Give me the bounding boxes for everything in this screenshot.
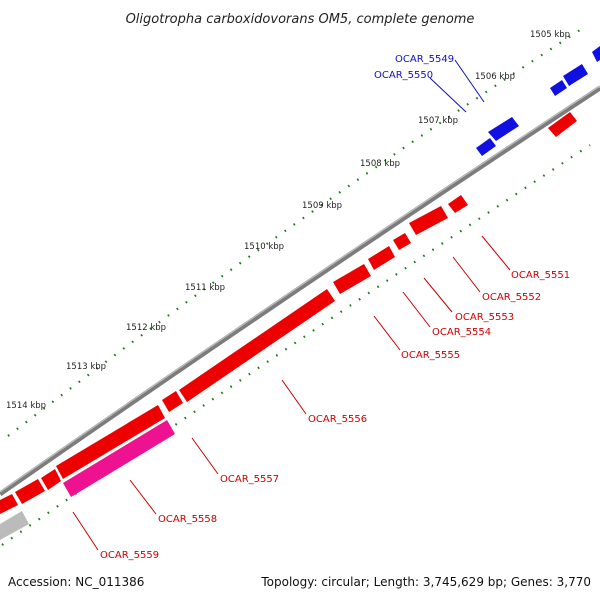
- accession-text: Accession: NC_011386: [8, 575, 144, 589]
- gene-arrow-ocar-5553: [393, 233, 411, 250]
- gene-arrow-reverse: [15, 479, 45, 504]
- leader-line-ocar-5558: [129, 479, 157, 515]
- leader-line-ocar-5559: [72, 511, 99, 551]
- gene-label-ocar-5557: OCAR_5557: [220, 474, 279, 485]
- leader-line-ocar-5556: [281, 379, 307, 415]
- leader-line-ocar-5555: [373, 315, 401, 351]
- gene-arrow-ocar-5554: [368, 246, 395, 270]
- leader-line-ocar-5552: [452, 256, 481, 293]
- inner-tick-ring: [1, 144, 591, 546]
- gene-label-ocar-5552: OCAR_5552: [482, 292, 541, 303]
- genome-backbone: [0, 85, 600, 497]
- scale-label-1508: 1508 kbp: [360, 159, 400, 169]
- gene-label-ocar-5554: OCAR_5554: [432, 327, 491, 338]
- gene-label-ocar-5551: OCAR_5551: [511, 270, 570, 281]
- scale-label-1513: 1513 kbp: [66, 362, 106, 372]
- reverse-gene-labels: OCAR_5551 OCAR_5552 OCAR_5553 OCAR_5554 …: [100, 270, 570, 561]
- gene-arrow-reverse: [41, 469, 61, 490]
- gene-label-ocar-5556: OCAR_5556: [308, 414, 367, 425]
- scale-labels: 1505 kbp 1506 kbp 1507 kbp 1508 kbp 1509…: [6, 30, 570, 411]
- gene-arrow-ocar-5549: [563, 64, 588, 86]
- gene-arrow-ocar-5559: [0, 511, 29, 540]
- gene-arrow-forward: [476, 138, 496, 156]
- leader-line-ocar-5553: [423, 277, 453, 313]
- forward-leader-lines: [429, 59, 485, 113]
- gene-arrow-ocar-5558: [63, 420, 175, 497]
- scale-label-1510: 1510 kbp: [244, 242, 284, 252]
- gene-arrow-ocar-5555: [333, 264, 371, 294]
- forward-strand-genes: [476, 46, 600, 156]
- gene-arrow-ocar-5551: [448, 195, 468, 213]
- gene-arrow-ocar-5550: [488, 117, 519, 141]
- scale-label-1512: 1512 kbp: [126, 323, 166, 333]
- gene-label-ocar-5550: OCAR_5550: [374, 70, 433, 81]
- scale-label-1509: 1509 kbp: [302, 201, 342, 211]
- gene-arrow-ocar-5557: [162, 391, 183, 412]
- scale-label-1514: 1514 kbp: [6, 401, 46, 411]
- gene-arrow-forward: [592, 46, 600, 62]
- gene-label-ocar-5549: OCAR_5549: [395, 54, 454, 65]
- genome-title: Oligotropha carboxidovorans OM5, complet…: [126, 12, 475, 27]
- outer-tick-ring: [7, 29, 581, 437]
- leader-line-ocar-5554: [402, 291, 431, 328]
- gene-arrow-reverse: [0, 494, 18, 514]
- reverse-leader-lines: [72, 235, 511, 551]
- gene-arrow-reverse: [548, 112, 577, 137]
- gene-arrow-ocar-5552: [409, 206, 448, 235]
- reverse-strand-genes: [0, 112, 577, 540]
- gene-arrow-forward: [550, 80, 567, 96]
- leader-line-ocar-5550: [429, 77, 467, 113]
- leader-line-ocar-5557: [191, 437, 219, 475]
- leader-line-ocar-5551: [481, 235, 511, 271]
- scale-label-1507: 1507 kbp: [418, 116, 458, 126]
- scale-label-1506: 1506 kbp: [475, 72, 515, 82]
- leader-line-ocar-5549: [454, 59, 485, 103]
- gene-label-ocar-5555: OCAR_5555: [401, 350, 460, 361]
- scale-label-1511: 1511 kbp: [185, 283, 225, 293]
- gene-label-ocar-5558: OCAR_5558: [158, 514, 217, 525]
- scale-label-1505: 1505 kbp: [530, 30, 570, 40]
- genome-summary-text: Topology: circular; Length: 3,745,629 bp…: [260, 575, 591, 589]
- gene-label-ocar-5553: OCAR_5553: [455, 312, 514, 323]
- gene-label-ocar-5559: OCAR_5559: [100, 550, 159, 561]
- gene-arrow-reverse: [56, 405, 165, 479]
- gene-arrow-ocar-5556: [179, 289, 335, 402]
- forward-gene-labels: OCAR_5549 OCAR_5550: [374, 54, 454, 81]
